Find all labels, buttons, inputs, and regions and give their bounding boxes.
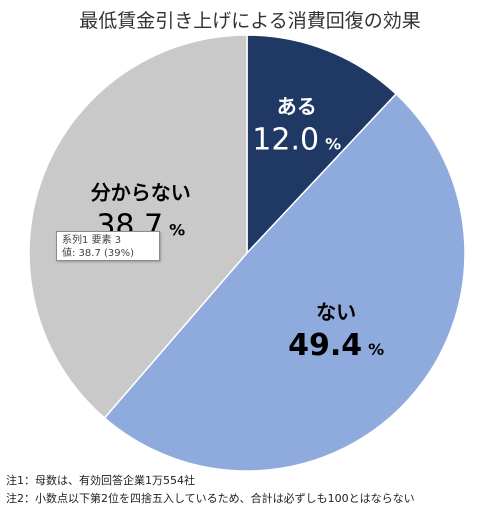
pie-slice-wakaranai [28,34,248,420]
tooltip-value-line: 値: 38.7 (39%) [62,248,135,259]
footnotes: 注1：母数は、有効回答企業1万554社 注2：小数点以下第2位を四捨五入している… [6,472,500,508]
pie-slice-aru [246,34,398,255]
tooltip-series-line: 系列1 要素 3 [62,235,122,246]
pie-slice-nai [103,92,466,472]
footnote-1: 注1：母数は、有効回答企業1万554社 [6,474,195,487]
chart-title: 最低賃金引き上げによる消費回復の効果 [79,10,421,32]
slice-value-aru: 12.0% [252,122,341,157]
footnote-2: 注2：小数点以下第2位を四捨五入しているため、合計は必ずしも100とはならない [6,492,415,505]
slice-label-wakaranai: 分からない [91,180,191,204]
data-tooltip: 系列1 要素 3 値: 38.7 (39%) [56,231,160,261]
slice-label-aru: ある [277,94,317,118]
slice-value-nai: 49.4% [288,328,384,363]
slice-label-nai: ない [316,300,356,324]
